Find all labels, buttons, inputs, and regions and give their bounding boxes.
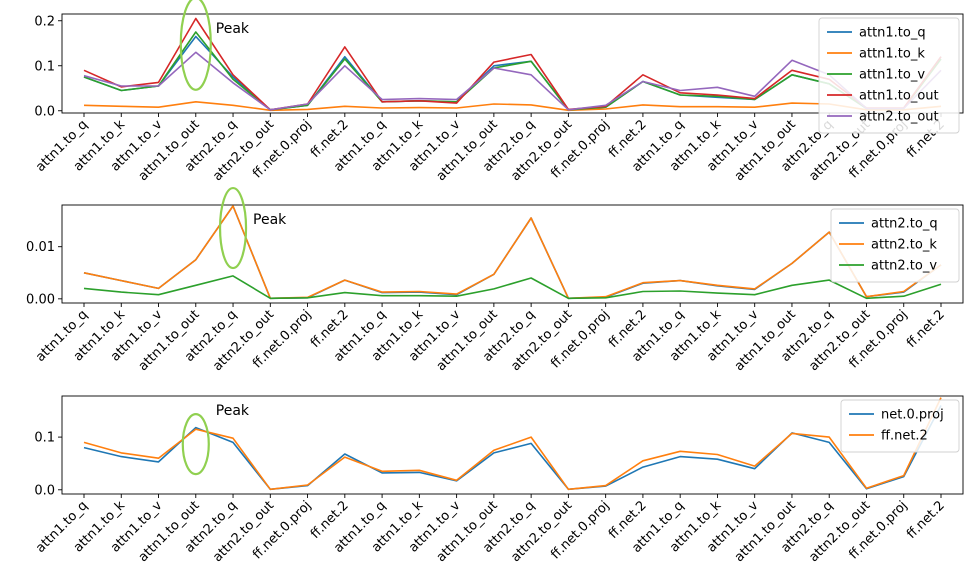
peak-highlight-ellipse	[218, 186, 248, 270]
axes-frame	[61, 13, 964, 114]
chart-panel-3: 0.00.1attn1.to_qattn1.to_kattn1.to_vattn…	[33, 395, 964, 565]
legend-box	[818, 17, 960, 134]
series-line-ff-net-2	[83, 397, 942, 491]
peak-highlight-ellipse	[181, 413, 210, 476]
y-tick-label: 0.1	[34, 59, 55, 74]
series-line-attn2-to-v	[83, 275, 942, 300]
legend-entry: ff.net.2	[881, 429, 928, 444]
legend-entry: attn1.to_out	[859, 89, 939, 104]
legend-entry: attn1.to_v	[859, 68, 925, 83]
series-line-net-0-proj	[83, 405, 942, 491]
legend-entry: net.0.proj	[881, 408, 944, 423]
chart-panel-1: 0.00.10.2attn1.to_qattn1.to_kattn1.to_va…	[33, 0, 964, 184]
series-line-attn1-to-out	[83, 17, 942, 111]
y-tick-label: 0.1	[34, 431, 55, 446]
y-tick-label: 0.0	[34, 104, 55, 119]
series-line-attn1-to-q	[83, 35, 942, 111]
series-line-attn1-to-k	[83, 101, 942, 112]
y-tick-label: 0.00	[26, 292, 55, 307]
series-line-attn2-to-out	[83, 51, 942, 111]
x-tick-label: ff.net.2	[904, 498, 948, 542]
legend-entry: attn1.to_k	[859, 47, 925, 62]
legend-box	[830, 208, 960, 283]
legend-entry: attn2.to_out	[859, 110, 939, 125]
legend-entry: attn2.to_q	[871, 217, 938, 232]
peak-annotation: Peak	[216, 403, 250, 419]
chart-panel-2: 0.000.01attn1.to_qattn1.to_kattn1.to_vat…	[26, 186, 964, 374]
peak-annotation: Peak	[253, 212, 287, 228]
legend: attn1.to_q attn1.to_k attn1.to_v attn1.to_o…	[818, 17, 960, 134]
legend-entry: attn2.to_k	[871, 238, 937, 253]
axes-frame	[61, 204, 964, 304]
peak-annotation: Peak	[216, 21, 250, 37]
legend-box	[840, 399, 960, 453]
legend-entry: attn1.to_q	[859, 26, 926, 41]
series-line-attn2-to-k	[83, 205, 942, 300]
legend: net.0.proj ff.net.2	[840, 399, 960, 453]
y-tick-label: 0.01	[26, 240, 55, 255]
legend-entry: attn2.to_v	[871, 259, 937, 274]
y-tick-label: 0.2	[34, 14, 55, 29]
legend: attn2.to_q attn2.to_k attn2.to_v	[830, 208, 960, 283]
series-line-attn1-to-v	[83, 31, 942, 111]
series-line-attn2-to-q	[83, 205, 942, 300]
axes-frame	[61, 395, 964, 495]
x-tick-label: ff.net.2	[904, 307, 948, 351]
y-tick-label: 0.0	[34, 483, 55, 498]
